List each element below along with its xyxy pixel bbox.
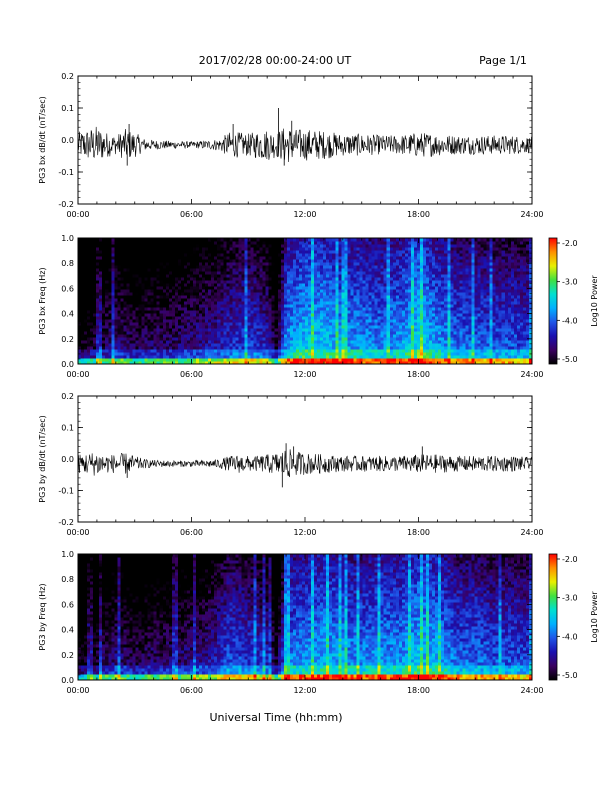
y-tick-label: 0.0	[61, 136, 74, 145]
panel-2: -2.0 -3.0 -4.0 -5.0 Log10 Power 00:00 06:00 12:…	[38, 234, 599, 379]
y-tick-label: -0.2	[58, 518, 74, 527]
y-tick-label: 0.2	[61, 335, 74, 344]
page-number: Page 1/1	[479, 54, 527, 67]
x-axis-title: Universal Time (hh:mm)	[210, 711, 343, 724]
x-tick-label: 12:00	[293, 370, 316, 379]
x-tick-label: 00:00	[66, 528, 89, 537]
x-tick-label: 24:00	[520, 528, 543, 537]
x-tick-label: 18:00	[407, 210, 430, 219]
panel-1: 00:00 06:00 12:00 18:00 24:00 0.2 0.1 0.0 -0.1 -0…	[38, 72, 544, 219]
colorbar-label: Log10 Power	[590, 591, 599, 643]
y-tick-label: 1.0	[61, 234, 74, 243]
x-tick-label: 18:00	[407, 370, 430, 379]
y-tick-label: 0.4	[61, 626, 74, 635]
y-axis-label: PG3 bx dB/dt (nT/sec)	[38, 96, 47, 183]
y-tick-label: -0.1	[58, 487, 74, 496]
y-tick-label: 0.4	[61, 310, 74, 319]
colorbar-tick-label: -3.0	[562, 594, 578, 603]
y-tick-label: 0.1	[61, 424, 74, 433]
colorbar-tick-label: -3.0	[562, 278, 578, 287]
colorbar	[549, 554, 557, 680]
x-tick-label: 18:00	[407, 686, 430, 695]
colorbar-label: Log10 Power	[590, 275, 599, 327]
x-tick-label: 06:00	[180, 686, 203, 695]
x-tick-label: 00:00	[66, 686, 89, 695]
y-tick-label: 0.2	[61, 392, 74, 401]
y-tick-label: 0.0	[61, 360, 74, 369]
spectrogram	[78, 554, 532, 680]
panel-3: 00:00 06:00 12:00 18:00 24:00 0.2 0.1 0.0 -0.1 -0…	[38, 392, 544, 537]
waveform-trace	[78, 127, 532, 162]
x-tick-label: 24:00	[520, 210, 543, 219]
x-tick-label: 12:00	[293, 686, 316, 695]
colorbar-tick-label: -4.0	[562, 632, 578, 641]
x-tick-label: 00:00	[66, 370, 89, 379]
x-tick-label: 12:00	[293, 528, 316, 537]
y-tick-label: 0.8	[61, 575, 74, 584]
x-tick-label: 00:00	[66, 210, 89, 219]
waveform-trace	[78, 449, 532, 477]
x-tick-label: 06:00	[180, 528, 203, 537]
y-tick-label: 0.0	[61, 455, 74, 464]
y-axis-label: PG3 bx Freq (Hz)	[38, 267, 47, 334]
x-tick-label: 24:00	[520, 370, 543, 379]
plot-frame	[78, 396, 532, 522]
y-tick-label: 1.0	[61, 550, 74, 559]
y-tick-label: 0.2	[61, 72, 74, 81]
plot-frame	[78, 76, 532, 204]
panel-4: -2.0 -3.0 -4.0 -5.0 Log10 Power 00:00 06:00 12:…	[38, 550, 599, 695]
page-title: 2017/02/28 00:00-24:00 UT	[199, 54, 352, 67]
y-tick-label: 0.1	[61, 104, 74, 113]
y-tick-label: 0.6	[61, 600, 74, 609]
x-tick-label: 12:00	[293, 210, 316, 219]
y-tick-label: 0.8	[61, 259, 74, 268]
x-tick-label: 18:00	[407, 528, 430, 537]
x-tick-label: 24:00	[520, 686, 543, 695]
y-axis-label: PG3 by dB/dt (nT/sec)	[38, 415, 47, 502]
colorbar-tick-label: -5.0	[562, 355, 578, 364]
x-tick-label: 06:00	[180, 370, 203, 379]
colorbar-tick-label: -4.0	[562, 316, 578, 325]
y-tick-label: -0.1	[58, 168, 74, 177]
y-tick-label: 0.2	[61, 651, 74, 660]
colorbar-tick-label: -2.0	[562, 239, 578, 248]
y-axis-label: PG3 by Freq (Hz)	[38, 583, 47, 650]
y-tick-label: 0.0	[61, 676, 74, 685]
colorbar-tick-label: -5.0	[562, 671, 578, 680]
colorbar-tick-label: -2.0	[562, 555, 578, 564]
colorbar	[549, 238, 557, 364]
panels: 00:00 06:00 12:00 18:00 24:00 0.2 0.1 0.0 -0.1 -0…	[38, 72, 599, 695]
x-tick-label: 06:00	[180, 210, 203, 219]
spectrogram	[78, 238, 532, 364]
y-tick-label: 0.6	[61, 284, 74, 293]
y-tick-label: -0.2	[58, 200, 74, 209]
